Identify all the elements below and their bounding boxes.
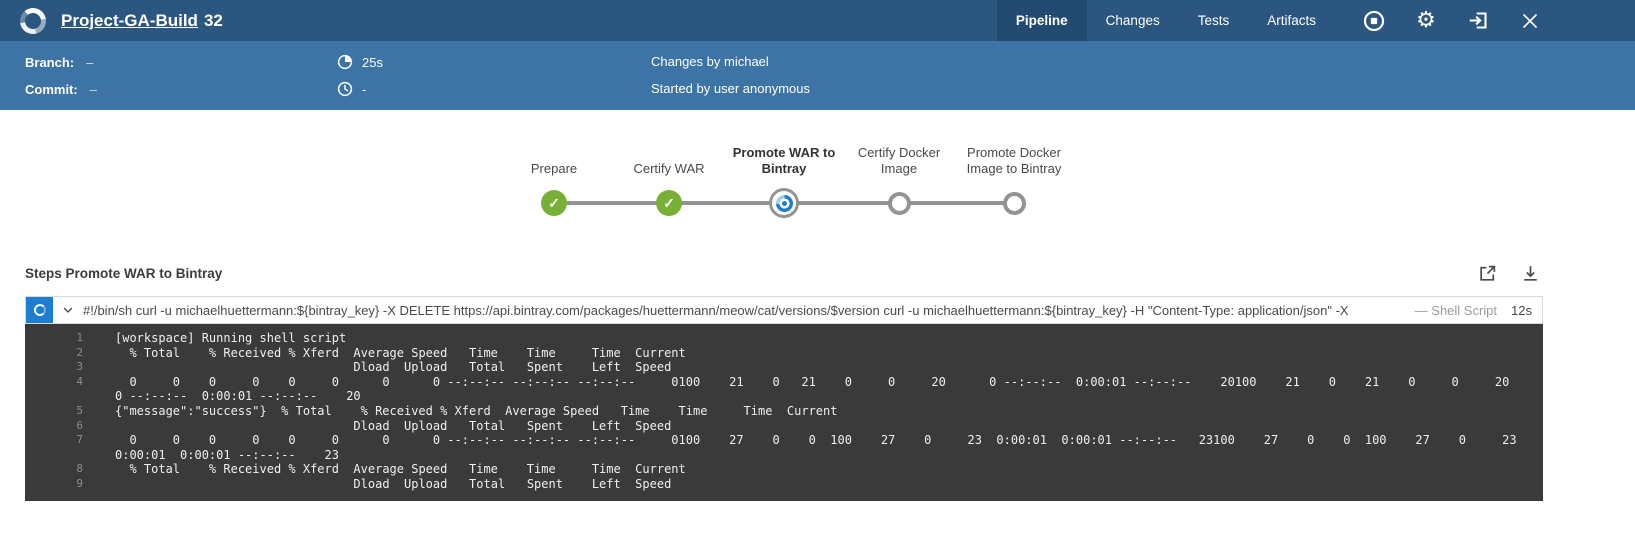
tab-pipeline[interactable]: Pipeline — [996, 0, 1087, 41]
step-type-label: — Shell Script — [1414, 302, 1498, 318]
console-line: 4 0 0 0 0 0 0 0 0 --:--:-- --:--:-- --:-… — [25, 375, 1535, 404]
step-command-text: #!/bin/sh curl -u michaelhuettermann:${b… — [83, 302, 1349, 318]
line-number[interactable]: 9 — [76, 476, 83, 490]
top-header: Project-GA-Build 32 Pipeline Changes Test… — [0, 0, 1635, 41]
stage-node-prepare[interactable]: ✓ — [541, 190, 567, 216]
commit-row: Commit: – — [25, 81, 337, 97]
stage-label-prepare: Prepare — [530, 160, 578, 176]
project-link[interactable]: Project-GA-Build — [61, 10, 198, 30]
line-number[interactable]: 2 — [76, 345, 83, 359]
stage-label-certify-war: Certify WAR — [633, 160, 705, 176]
header-tabs: Pipeline Changes Tests Artifacts — [996, 0, 1335, 41]
stage-label-promote-war: Promote WAR to Bintray — [732, 145, 836, 176]
step-card: #!/bin/sh curl -u michaelhuettermann:${b… — [25, 296, 1543, 501]
line-number[interactable]: 6 — [76, 418, 83, 432]
settings-button[interactable]: ⚙ — [1413, 8, 1439, 34]
console-line: 1 [workspace] Running shell script — [25, 331, 1535, 346]
console-text: 0 0 0 0 0 0 0 0 --:--:-- --:--:-- --:--:… — [115, 374, 1553, 404]
commit-label: Commit: — [25, 81, 78, 97]
console-log: 1 [workspace] Running shell script 2 % T… — [25, 324, 1543, 501]
estimated-row: - — [337, 81, 651, 97]
pipeline-graph: Prepare Certify WAR Promote WAR to Bintr… — [25, 110, 1543, 221]
stage-node-certify-war[interactable]: ✓ — [656, 190, 682, 216]
collapse-toggle[interactable] — [61, 303, 75, 317]
step-status-gutter — [26, 297, 53, 323]
close-button[interactable] — [1517, 8, 1543, 34]
stage-node-certify-docker[interactable] — [887, 191, 911, 215]
run-title: Project-GA-Build 32 — [61, 11, 223, 31]
line-number[interactable]: 5 — [76, 403, 83, 417]
console-line: 6 Dload Upload Total Spent Left Speed — [25, 419, 1535, 434]
tab-artifacts[interactable]: Artifacts — [1267, 13, 1316, 28]
stage-labels: Prepare Certify WAR Promote WAR to Bintr… — [497, 137, 1072, 185]
console-line: 9 Dload Upload Total Spent Left Speed — [25, 477, 1535, 492]
stop-build-button[interactable] — [1361, 8, 1387, 34]
gear-icon: ⚙ — [1416, 7, 1436, 33]
commit-value: – — [89, 81, 97, 97]
tab-tests[interactable]: Tests — [1197, 13, 1230, 28]
duration-value: 25s — [362, 54, 383, 70]
check-icon: ✓ — [663, 194, 675, 211]
line-number[interactable]: 7 — [76, 433, 83, 447]
duration-row: 25s — [337, 54, 651, 70]
download-icon — [1523, 265, 1537, 281]
step-row-shell-script[interactable]: #!/bin/sh curl -u michaelhuettermann:${b… — [25, 296, 1543, 324]
console-text: % Total % Received % Xferd Average Speed… — [115, 462, 686, 477]
open-external-icon — [1479, 265, 1495, 281]
console-line: 5 {"message":"success"} % Total % Receiv… — [25, 404, 1535, 419]
run-info-bar: Branch: – 25s Changes by michael Commit:… — [0, 41, 1635, 110]
branch-value: – — [86, 54, 94, 70]
header-actions: ⚙ — [1335, 8, 1543, 34]
logout-icon — [1469, 12, 1487, 29]
console-text: [workspace] Running shell script — [115, 331, 347, 345]
branch-row: Branch: – — [25, 54, 337, 70]
console-line: 3 Dload Upload Total Spent Left Speed — [25, 360, 1535, 375]
console-line: 2 % Total % Received % Xferd Average Spe… — [25, 346, 1535, 361]
stage-label-promote-docker: Promote Docker Image to Bintray — [966, 145, 1062, 176]
stage-nodes: ✓ ✓ — [497, 185, 1072, 221]
open-in-new-window-button[interactable] — [1474, 260, 1500, 286]
changes-text: Changes by michael — [651, 54, 769, 69]
stop-icon — [1363, 10, 1385, 31]
build-number: 32 — [203, 10, 223, 30]
download-log-button[interactable] — [1517, 260, 1543, 286]
stage-label-certify-docker: Certify Docker Image — [857, 145, 941, 176]
duration-pie-icon — [337, 54, 353, 70]
console-text: 0 0 0 0 0 0 0 0 --:--:-- --:--:-- --:--:… — [115, 433, 1532, 462]
console-text: Dload Upload Total Spent Left Speed — [115, 360, 672, 375]
clock-icon — [337, 81, 353, 97]
check-icon: ✓ — [548, 194, 560, 211]
line-number[interactable]: 3 — [76, 360, 83, 374]
console-text: Dload Upload Total Spent Left Speed — [115, 418, 672, 433]
steps-header: Steps Promote WAR to Bintray — [25, 260, 1543, 286]
line-number[interactable]: 1 — [76, 331, 83, 344]
close-icon — [1522, 13, 1538, 28]
started-by-text: Started by user anonymous — [651, 81, 810, 96]
console-line: 7 0 0 0 0 0 0 0 0 --:--:-- --:--:-- --:-… — [25, 433, 1535, 462]
steps-heading: Steps Promote WAR to Bintray — [25, 265, 223, 281]
console-text: % Total % Received % Xferd Average Speed… — [115, 345, 686, 360]
console-text: Dload Upload Total Spent Left Speed — [115, 476, 672, 491]
stage-node-promote-docker[interactable] — [1002, 191, 1026, 215]
line-number[interactable]: 4 — [76, 374, 83, 388]
stage-node-promote-war[interactable] — [769, 188, 799, 218]
chevron-down-icon — [63, 307, 73, 313]
exit-to-classic-button[interactable] — [1465, 8, 1491, 34]
console-text: {"message":"success"} % Total % Received… — [115, 403, 838, 418]
step-duration: 12s — [1511, 302, 1532, 318]
estimated-value: - — [362, 81, 367, 97]
branch-label: Branch: — [25, 54, 75, 70]
console-line: 8 % Total % Received % Xferd Average Spe… — [25, 462, 1535, 477]
line-number[interactable]: 8 — [76, 462, 83, 476]
jenkins-blueocean-logo-icon[interactable] — [20, 7, 46, 34]
step-running-spinner-icon — [33, 304, 46, 316]
tab-changes[interactable]: Changes — [1105, 13, 1160, 28]
running-spinner-icon — [775, 194, 793, 212]
